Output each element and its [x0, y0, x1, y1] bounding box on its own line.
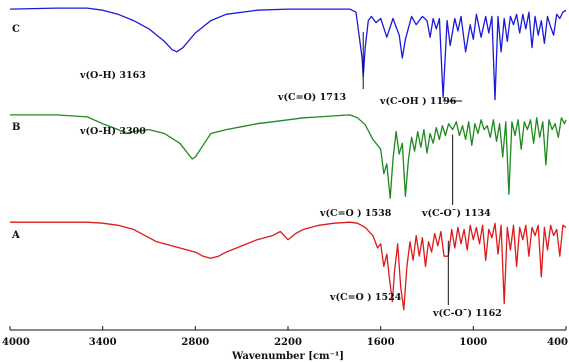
- annotation-7: v(C-O¯) 1162: [432, 308, 502, 319]
- annotation-1: v(C=O) 1713: [277, 92, 346, 103]
- x-tick-label-2200: 2200: [274, 337, 302, 348]
- trace-a: [10, 221, 567, 311]
- trace-labels: C B A: [11, 24, 20, 241]
- annotation-2: v(C-OH ) 1196: [379, 96, 457, 107]
- spectrum-traces: [9, 7, 567, 311]
- x-axis: 4000 3400 2800 2200 1600 1000 400 Wavenumber [c…: [2, 326, 568, 362]
- trace-label-a: A: [11, 230, 20, 241]
- trace-label-c: C: [12, 24, 20, 35]
- x-tick-label-400: 400: [547, 337, 568, 348]
- x-tick-label-2800: 2800: [181, 337, 209, 348]
- annotation-4: v(C=O ) 1538: [319, 208, 392, 219]
- x-tick-label-4000: 4000: [2, 337, 30, 348]
- trace-c: [9, 7, 567, 101]
- annotation-5: v(C-O¯) 1134: [421, 208, 491, 219]
- x-tick-label-3400: 3400: [89, 337, 117, 348]
- trace-label-b: B: [12, 122, 20, 133]
- annotation-6: v(C=O ) 1524: [329, 292, 402, 303]
- annotation-3: v(O-H) 3300: [79, 126, 146, 137]
- x-tick-label-1000: 1000: [459, 337, 487, 348]
- peak-annotations: v(O-H) 3163 v(C=O) 1713 v(C-OH ) 1196 v(O-H…: [79, 32, 502, 319]
- x-tick-label-1600: 1600: [367, 337, 395, 348]
- x-axis-label: Wavenumber [cm⁻¹]: [231, 351, 344, 362]
- trace-b: [10, 114, 567, 199]
- annotation-0: v(O-H) 3163: [79, 70, 146, 81]
